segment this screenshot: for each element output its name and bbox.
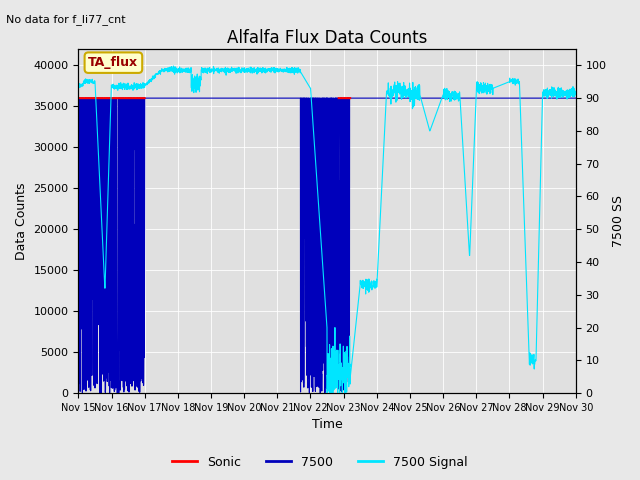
Y-axis label: Data Counts: Data Counts: [15, 182, 28, 260]
Text: TA_flux: TA_flux: [88, 56, 138, 69]
X-axis label: Time: Time: [312, 419, 342, 432]
Y-axis label: 7500 SS: 7500 SS: [612, 195, 625, 247]
Text: No data for f_li77_cnt: No data for f_li77_cnt: [6, 14, 126, 25]
Title: Alfalfa Flux Data Counts: Alfalfa Flux Data Counts: [227, 29, 428, 48]
Legend: Sonic, 7500, 7500 Signal: Sonic, 7500, 7500 Signal: [167, 451, 473, 474]
